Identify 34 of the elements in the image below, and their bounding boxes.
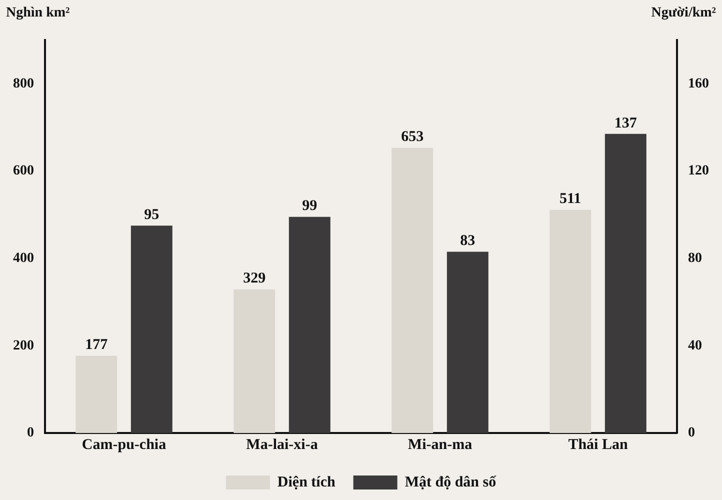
y2-axis-title: Người/km² [651, 6, 716, 21]
y2-tick-label: 80 [688, 250, 702, 266]
bar [604, 134, 646, 433]
data-label: 99 [302, 198, 318, 214]
legend-label: Diện tích [277, 474, 336, 490]
bar [392, 148, 434, 433]
x-tick-label: Ma-lai-xi-a [246, 436, 318, 453]
y-tick-label: 200 [13, 338, 34, 354]
bar [234, 289, 276, 433]
bar [130, 226, 172, 433]
data-label: 137 [614, 115, 638, 132]
y2-tick-label: 120 [688, 164, 709, 179]
bar [446, 252, 488, 433]
y-tick-label: 800 [13, 76, 34, 92]
y-tick-label: 0 [27, 426, 34, 441]
y-axis-title: Nghìn km² [6, 6, 70, 21]
bar [288, 216, 330, 433]
x-tick-label: Thái Lan [568, 436, 628, 453]
data-label: 95 [144, 206, 160, 223]
bar [76, 356, 118, 433]
y-tick-label: 400 [13, 250, 34, 266]
y2-tick-label: 160 [688, 76, 709, 92]
bar [550, 210, 592, 433]
y2-tick-label: 0 [688, 426, 695, 441]
legend-label: Mật độ dân số [404, 474, 497, 490]
data-label: 177 [85, 337, 108, 354]
data-label: 511 [560, 191, 582, 208]
y-tick-label: 600 [13, 164, 34, 179]
x-tick-label: Cam-pu-chia [82, 436, 167, 453]
y2-tick-label: 40 [688, 338, 702, 354]
data-label: 329 [243, 270, 266, 287]
data-label: 653 [401, 129, 424, 146]
data-label: 83 [460, 233, 476, 250]
x-tick-label: Mi-an-ma [408, 436, 473, 453]
